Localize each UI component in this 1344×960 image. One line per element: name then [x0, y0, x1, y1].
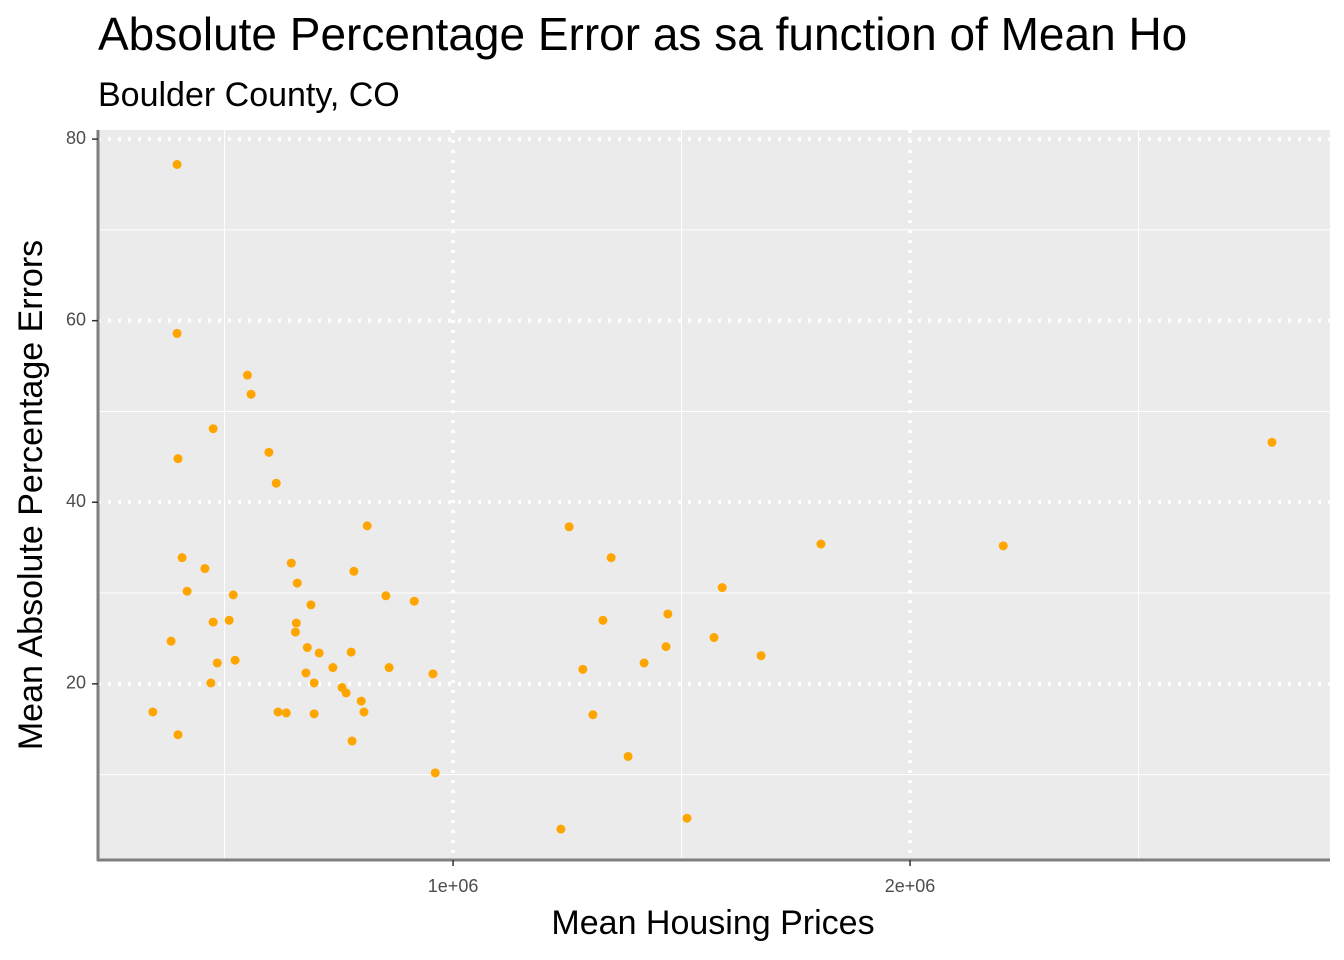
- chart-subtitle: Boulder County, CO: [98, 76, 400, 114]
- point: [208, 617, 218, 627]
- point: [709, 633, 719, 643]
- y-tick-label: 60: [66, 309, 86, 329]
- point: [384, 663, 394, 673]
- point: [309, 709, 319, 719]
- point: [430, 768, 440, 778]
- point: [281, 708, 291, 718]
- point: [1267, 437, 1277, 447]
- panel: [98, 130, 1330, 860]
- point: [286, 558, 296, 568]
- point: [356, 696, 366, 706]
- point: [816, 539, 826, 549]
- point: [206, 678, 216, 688]
- x-tick-label: 2e+06: [885, 876, 936, 896]
- point: [148, 707, 158, 717]
- point: [309, 678, 319, 688]
- point: [623, 751, 633, 761]
- point: [228, 590, 238, 600]
- point: [717, 583, 727, 593]
- point: [346, 647, 356, 657]
- point: [212, 658, 222, 668]
- x-tick-label: 1e+06: [428, 876, 479, 896]
- point: [564, 522, 574, 532]
- y-axis-label: Mean Absolute Percentage Errors: [12, 240, 50, 750]
- chart-title: Absolute Percentage Error as sa function…: [98, 8, 1187, 60]
- point: [301, 668, 311, 678]
- point: [224, 615, 234, 625]
- point: [756, 651, 766, 661]
- point: [428, 669, 438, 679]
- point: [362, 521, 372, 531]
- point: [291, 618, 301, 628]
- point: [998, 541, 1008, 551]
- point: [264, 447, 274, 457]
- point: [290, 627, 300, 637]
- point: [663, 609, 673, 619]
- point: [578, 664, 588, 674]
- point: [208, 424, 218, 434]
- point: [166, 636, 176, 646]
- point: [173, 454, 183, 464]
- point: [588, 710, 598, 720]
- y-tick-label: 40: [66, 491, 86, 511]
- point: [302, 643, 312, 653]
- y-tick-label: 20: [66, 673, 86, 693]
- point: [172, 160, 182, 170]
- point: [381, 591, 391, 601]
- point: [246, 389, 256, 399]
- point: [661, 642, 671, 652]
- point: [177, 553, 187, 563]
- point: [598, 615, 608, 625]
- point: [606, 553, 616, 563]
- point: [182, 586, 192, 596]
- point: [556, 824, 566, 834]
- point: [271, 478, 281, 488]
- point: [682, 813, 692, 823]
- point: [292, 578, 302, 588]
- x-axis-label: Mean Housing Prices: [551, 904, 874, 942]
- point: [359, 707, 369, 717]
- point: [409, 596, 419, 606]
- point: [349, 566, 359, 576]
- point: [328, 663, 338, 673]
- point: [230, 655, 240, 665]
- point: [273, 707, 283, 717]
- point: [639, 658, 649, 668]
- point: [242, 370, 252, 380]
- y-tick-label: 80: [66, 128, 86, 148]
- point: [172, 328, 182, 338]
- point: [314, 648, 324, 658]
- point: [173, 730, 183, 740]
- point: [347, 736, 357, 746]
- point: [306, 600, 316, 610]
- point: [200, 564, 210, 574]
- point: [341, 688, 351, 698]
